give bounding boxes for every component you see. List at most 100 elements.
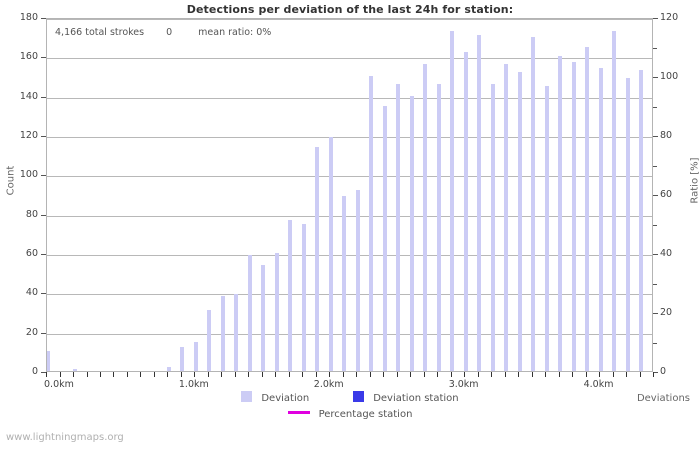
x-axis-tick-mark bbox=[477, 372, 479, 377]
bar bbox=[369, 76, 374, 371]
bar bbox=[274, 253, 279, 371]
y-axis-tick-label-left: 180 bbox=[19, 12, 38, 23]
x-axis-tick-mark bbox=[410, 372, 412, 377]
y-axis-tick-mark-right bbox=[653, 254, 658, 255]
y-axis-tick-label-left: 100 bbox=[19, 169, 38, 181]
y-axis-tick-mark-right bbox=[653, 313, 658, 314]
y-axis-tick-label-left: 20 bbox=[25, 326, 38, 338]
gridline bbox=[47, 176, 652, 178]
x-axis-tick-label: 4.0km bbox=[583, 379, 614, 390]
gridline bbox=[47, 294, 652, 296]
bar bbox=[463, 52, 468, 371]
y-axis-tick-mark-left bbox=[41, 254, 46, 255]
gridline bbox=[47, 137, 652, 138]
bar bbox=[517, 72, 522, 371]
plot-area bbox=[46, 18, 653, 372]
bar bbox=[477, 34, 482, 371]
y-axis-tick-label-left: 80 bbox=[25, 208, 38, 220]
x-axis-tick-mark bbox=[234, 372, 236, 377]
chart-legend: Deviation Deviation station Percentage st… bbox=[0, 391, 700, 431]
legend-color-swatch-icon bbox=[241, 391, 253, 402]
x-axis-tick-mark bbox=[464, 372, 466, 377]
x-axis-tick-mark bbox=[531, 372, 533, 377]
bar bbox=[47, 351, 50, 371]
x-axis-tick-mark bbox=[653, 372, 654, 377]
bar bbox=[166, 367, 171, 371]
y-axis-tick-mark-left bbox=[41, 18, 46, 19]
gridline bbox=[47, 333, 652, 335]
x-axis-tick-mark bbox=[585, 372, 587, 377]
chart-title: Detections per deviation of the last 24h… bbox=[186, 3, 514, 16]
y-axis-tick-label-left: 120 bbox=[19, 130, 38, 141]
bar bbox=[382, 105, 387, 371]
bar bbox=[355, 190, 360, 371]
x-axis-tick-label: 0.0km bbox=[44, 379, 74, 390]
y-axis-tick-mark-right bbox=[653, 224, 657, 226]
legend-row-primary: Deviation Deviation station bbox=[0, 391, 700, 404]
y-axis-tick-label-right: 100 bbox=[660, 71, 679, 82]
y-axis-tick-mark-right bbox=[653, 77, 658, 78]
annotation-mean-ratio: mean ratio: 0% bbox=[198, 27, 272, 38]
gridline bbox=[47, 19, 652, 20]
bar bbox=[531, 36, 536, 371]
x-axis-tick-mark bbox=[437, 372, 439, 377]
x-axis-tick-mark bbox=[167, 372, 169, 377]
x-axis-tick-mark bbox=[86, 372, 88, 377]
x-axis-tick-mark bbox=[572, 372, 574, 377]
y-axis-tick-label-right: 0 bbox=[660, 366, 667, 377]
x-axis-tick-mark bbox=[639, 372, 641, 377]
bar bbox=[409, 95, 414, 371]
bar bbox=[207, 310, 212, 371]
bar bbox=[612, 30, 616, 371]
legend-item[interactable]: Deviation station bbox=[353, 391, 459, 404]
x-axis-tick-mark bbox=[423, 372, 425, 377]
bar bbox=[558, 56, 563, 371]
legend-row-secondary: Percentage station bbox=[0, 409, 700, 420]
y-axis-tick-mark-left bbox=[41, 332, 46, 334]
legend-item-label: Percentage station bbox=[318, 409, 413, 420]
bar bbox=[220, 296, 225, 371]
bar bbox=[625, 78, 630, 371]
bar bbox=[328, 137, 333, 371]
bar bbox=[315, 146, 320, 371]
x-axis-tick-mark bbox=[450, 372, 452, 377]
annotation-station-count: 0 bbox=[166, 27, 173, 38]
y-axis-tick-label-left: 40 bbox=[25, 287, 38, 299]
y-axis-tick-label-left: 160 bbox=[19, 51, 38, 63]
y-axis-title-right: Ratio [%] bbox=[689, 157, 700, 204]
x-axis-tick-mark bbox=[383, 372, 385, 377]
legend-item[interactable]: Percentage station bbox=[287, 409, 413, 420]
x-axis-tick-mark bbox=[248, 372, 250, 377]
gridline bbox=[47, 255, 652, 256]
y-axis-tick-label-left: 60 bbox=[25, 248, 38, 259]
y-axis-tick-mark-left bbox=[41, 136, 46, 137]
bar bbox=[585, 46, 590, 371]
y-axis-title-left: Count bbox=[5, 165, 17, 196]
y-axis-tick-mark-left bbox=[41, 372, 46, 373]
y-axis-tick-label-right: 120 bbox=[660, 12, 679, 23]
gridline bbox=[47, 58, 652, 60]
x-axis-tick-mark bbox=[518, 372, 520, 377]
bar bbox=[261, 264, 266, 371]
x-axis-tick-mark bbox=[396, 372, 398, 377]
y-axis-tick-mark-right bbox=[653, 195, 658, 196]
legend-item[interactable]: Deviation bbox=[241, 391, 309, 404]
x-axis-tick-mark bbox=[221, 372, 223, 377]
x-axis-tick-mark bbox=[599, 372, 600, 377]
bar bbox=[450, 30, 455, 371]
x-axis-tick-mark bbox=[46, 372, 47, 377]
bar bbox=[234, 294, 239, 371]
bar bbox=[504, 64, 509, 371]
y-axis-tick-mark-left bbox=[41, 96, 46, 98]
y-axis-tick-mark-right bbox=[653, 165, 657, 167]
bar bbox=[342, 196, 347, 371]
x-axis-tick-mark bbox=[558, 372, 560, 377]
x-axis-tick-mark bbox=[329, 372, 331, 377]
x-axis-tick-mark bbox=[126, 372, 128, 377]
x-axis-tick-mark bbox=[504, 372, 506, 377]
bar bbox=[180, 347, 185, 371]
y-axis-tick-label-left: 140 bbox=[19, 90, 38, 102]
gridline bbox=[47, 215, 652, 217]
y-axis-tick-mark-right bbox=[653, 47, 657, 49]
bar bbox=[72, 369, 77, 371]
